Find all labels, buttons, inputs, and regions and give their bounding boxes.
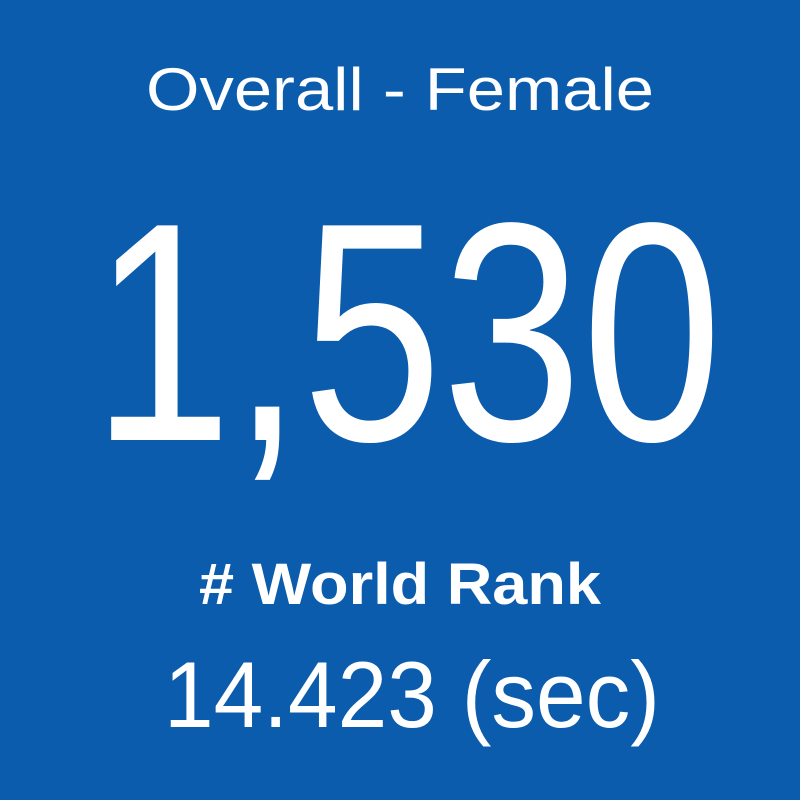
tile-title: Overall - Female: [146, 56, 654, 123]
tile-value: 1,530: [92, 159, 722, 507]
tile-time: 14.423 (sec): [164, 642, 660, 747]
tile-label: # World Rank: [199, 552, 602, 617]
